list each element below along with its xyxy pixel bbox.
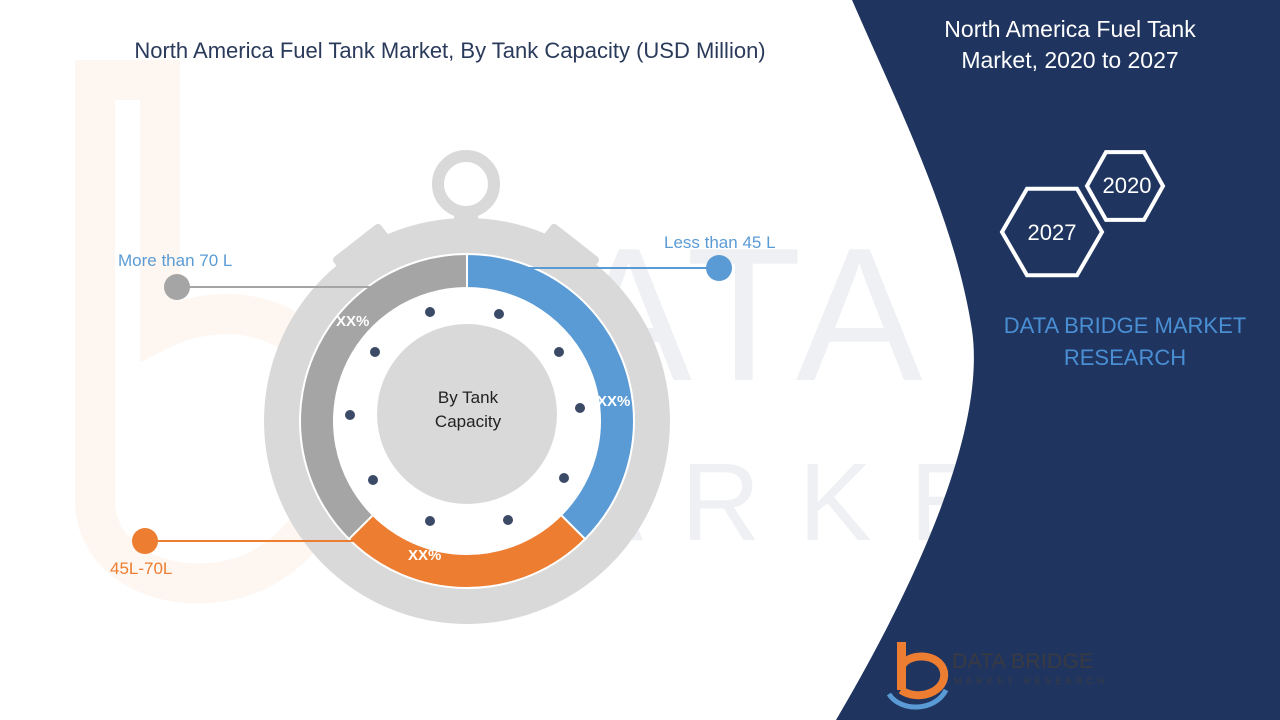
brand-text: DATA BRIDGE MARKET RESEARCH bbox=[990, 310, 1260, 374]
dial-dots bbox=[345, 307, 585, 526]
hexagon-2020 bbox=[1084, 150, 1166, 222]
legend-marker-45-70 bbox=[132, 528, 158, 554]
legend-label-more-than-70: More than 70 L bbox=[118, 251, 233, 270]
legend-marker-less-than-45 bbox=[706, 255, 732, 281]
legend-label-less-than-45: Less than 45 L bbox=[664, 233, 776, 252]
hex-year-2027: 2027 bbox=[1027, 220, 1077, 245]
center-label-line-1: By Tank bbox=[437, 388, 499, 407]
side-panel-title: North America Fuel Tank Market, 2020 to … bbox=[900, 14, 1240, 76]
legend-label-45-70: 45L-70L bbox=[110, 559, 173, 578]
leader-less-than-45 bbox=[468, 255, 732, 281]
center-label-line-2: Capacity bbox=[434, 412, 502, 431]
value-label-less-than-45: XX% bbox=[597, 393, 631, 410]
value-label-45-70: XX% bbox=[408, 547, 442, 564]
center-disc bbox=[377, 324, 557, 504]
legend-marker-more-than-70 bbox=[164, 274, 190, 300]
side-title-line-1: North America Fuel Tank bbox=[944, 16, 1196, 42]
logo-name: DATA BRIDGE bbox=[952, 650, 1094, 673]
brand-line-1: DATA BRIDGE MARKET bbox=[1003, 313, 1247, 338]
side-panel-background bbox=[836, 0, 1280, 720]
side-title-line-2: Market, 2020 to 2027 bbox=[961, 47, 1179, 73]
leader-more-than-70 bbox=[164, 274, 372, 300]
hexagon-2027 bbox=[999, 186, 1105, 278]
center-label: By Tank Capacity bbox=[380, 386, 556, 434]
logo-mark bbox=[886, 642, 949, 710]
leader-45-70 bbox=[132, 528, 362, 554]
value-label-more-than-70: XX% bbox=[336, 313, 370, 330]
segment-more-than-70 bbox=[299, 252, 468, 541]
donut-chart bbox=[299, 252, 635, 589]
brand-line-2: RESEARCH bbox=[1063, 345, 1187, 370]
chart-title: North America Fuel Tank Market, By Tank … bbox=[134, 38, 766, 63]
logo-subtitle: MARKET RESEARCH bbox=[954, 676, 1109, 686]
hex-year-2020: 2020 bbox=[1102, 173, 1152, 198]
